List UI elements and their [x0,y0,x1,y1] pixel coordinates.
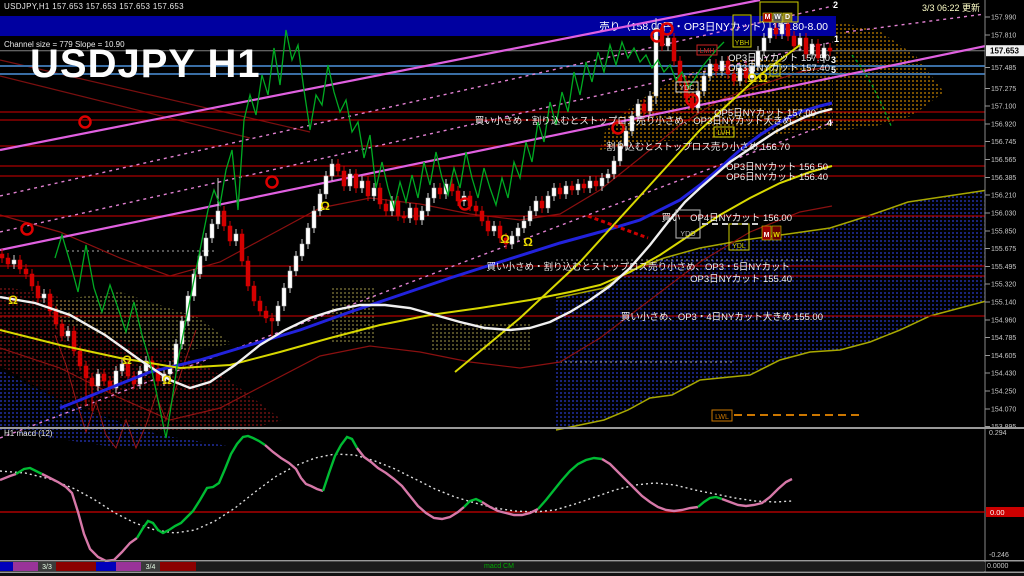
chart-text: 155.320 [991,282,1016,289]
chart-text: 155.495 [991,264,1016,271]
chart-text: 157.810 [991,33,1016,40]
chart-text: 154.960 [991,318,1016,325]
chart-text: 買い小さめ・割り込むとストップロス売り小さめ、OP3日NYカット大きめ [475,115,792,127]
macd-pane: 0.294 -0.246 0.0000 0.00 [0,430,1024,570]
chart-text: 買い小さめ、OP3・4日NYカット大きめ 155.00 [621,311,823,323]
chart-text: W [773,232,780,239]
chart-text: W [774,14,781,21]
chart-text: Ω [747,71,757,85]
chart-text: OP3日NYカット 157.50 [728,53,830,64]
chart-text: 156.210 [991,193,1016,200]
chart-text: Ω [320,199,330,213]
chart-text: M [764,232,770,239]
chart-text: 157.653 [990,47,1019,56]
chart-text: 0.0000 [987,563,1009,570]
chart-text: 156.920 [991,122,1016,129]
chart-text: 157.485 [991,65,1016,72]
chart-text: 157.275 [991,86,1016,93]
chart-text: 155.850 [991,229,1016,236]
chart-text: 156.565 [991,157,1016,164]
chart-text: Ω [523,235,533,249]
chart-text: -0.246 [989,552,1009,559]
bottom-period-bar[interactable]: 3/3 3/4 [0,562,985,571]
chart-text: 1 [834,34,839,44]
chart-text: D [785,14,790,21]
chart-text: OP3日NYカット 156.50 [726,162,828,173]
chart-text: 3/4 [146,564,156,571]
chart-text: 156.385 [991,175,1016,182]
chart-text: OP3日NYカット 155.40 [690,274,792,285]
chart-text: Ω [500,232,510,246]
chart-text: 154.605 [991,353,1016,360]
chart-text: 5 [831,65,836,75]
chart-text: 割り込むとストップロス売り小さめ 156.70 [606,141,790,153]
chart-text: Ω [122,353,132,367]
chart-text: OP6日NYカット 156.40 [726,172,828,183]
chart-text: YBH [735,40,749,47]
chart-text: Ω [8,293,18,307]
chart-text: M [765,14,771,21]
chart-text: Ω [758,71,768,85]
chart-text: 157.990 [991,15,1016,22]
moving-averages [0,29,893,439]
chart-text: 買い OP4日NYカット 156.00 [662,213,792,224]
chart-text: 買い小さめ・割り込むとストップロス売り小さめ、OP3・5日NYカット [487,261,791,273]
chart-text: 4 [827,118,832,128]
sell-band: 売り（158.00円・OP3日NYカット）157.80-8.00 [0,16,836,36]
chart-text: 154.070 [991,407,1016,414]
chart-text: OP5日NYカット 157.00 [714,108,816,119]
chart-text: OP3日NYカット 157.40 [728,63,830,74]
chart-text: YDO [680,231,696,238]
chart-text: Ω [162,373,172,387]
chart-text: 154.785 [991,335,1016,342]
chart-text: LMH [700,48,715,55]
chart-text: D [772,69,777,76]
chart-text: LVH [717,130,730,137]
pane-separators [0,427,1024,576]
chart-text: 155.140 [991,300,1016,307]
chart-text: LWL [715,414,729,421]
chart-text: YDL [732,243,746,250]
chart-text: 3/3 [42,564,52,571]
price-axis[interactable]: 157.990 157.810 157.485 157.275 157.100 156.9… [984,0,1024,576]
chart-text: 0.00 [990,508,1005,517]
chart-text: 3 [831,55,836,65]
chart-text: 155.675 [991,246,1016,253]
chart-text: 154.250 [991,389,1016,396]
chart-text: 0.294 [989,430,1007,437]
chart-text: 2 [833,0,838,10]
chart-text: 156.745 [991,139,1016,146]
chart-text: YDC [680,85,695,92]
chart-text: 154.430 [991,371,1016,378]
chart-text: 157.100 [991,104,1016,111]
chart-text: 156.030 [991,211,1016,218]
